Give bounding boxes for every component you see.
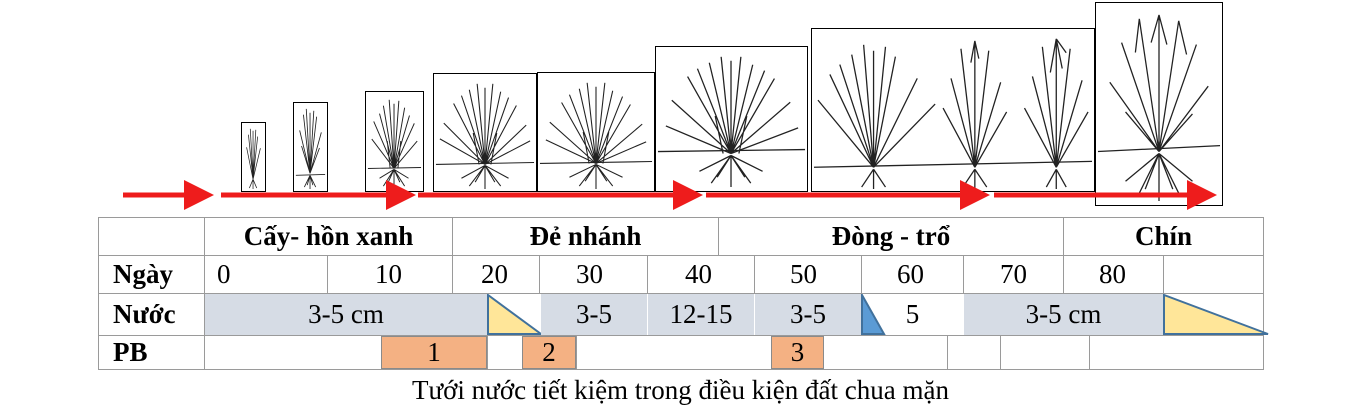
rice-plant-tillering-3 (537, 72, 655, 192)
rice-plant-tillering-1 (365, 91, 424, 192)
stage-header-tillering: Đẻ nhánh (529, 221, 642, 251)
fertilizer-application: 3 (771, 336, 824, 369)
water-level: 12-15 (648, 294, 754, 335)
fertilizer-application: 1 (381, 336, 487, 369)
row-label-day: Ngày (113, 259, 173, 289)
day-value: 70 (1000, 259, 1027, 289)
water-level: 3-5 cm (205, 294, 487, 335)
water-level: 3-5 cm (964, 294, 1163, 335)
diagram-caption: Tưới nước tiết kiệm trong điều kiện đất … (412, 374, 949, 405)
water-level: 3-5 (755, 294, 861, 335)
rice-plant-booting-heading (811, 28, 1095, 192)
drain-triangle-3 (1163, 294, 1269, 335)
water-level: 3-5 (541, 294, 647, 335)
day-value: 20 (481, 259, 508, 289)
water-level: 5 (905, 299, 920, 329)
day-value: 50 (790, 259, 817, 289)
row-label-fertilizer: PB (113, 337, 148, 367)
drain-triangle-2 (861, 294, 886, 335)
day-value: 10 (375, 259, 402, 289)
day-value: 0 (217, 259, 231, 289)
drain-triangle-1 (487, 294, 543, 335)
day-value: 60 (897, 259, 924, 289)
fertilizer-application: 2 (522, 336, 576, 369)
rice-plant-seedling-2 (293, 102, 328, 192)
stage-header-booting: Đòng - trổ (831, 221, 951, 251)
row-label-water: Nước (113, 299, 176, 329)
rice-plant-ripening (1095, 2, 1223, 206)
rice-plant-seedling-1 (241, 122, 266, 192)
stage-header-transplant: Cấy- hồn xanh (243, 221, 414, 251)
day-value: 30 (576, 259, 603, 289)
rice-plant-tillering-4 (655, 46, 808, 192)
rice-plant-tillering-2 (433, 73, 537, 192)
stage-header-ripening: Chín (1134, 221, 1193, 251)
day-value: 40 (685, 259, 712, 289)
timeline-arrows (123, 180, 1217, 210)
day-value: 80 (1099, 259, 1126, 289)
